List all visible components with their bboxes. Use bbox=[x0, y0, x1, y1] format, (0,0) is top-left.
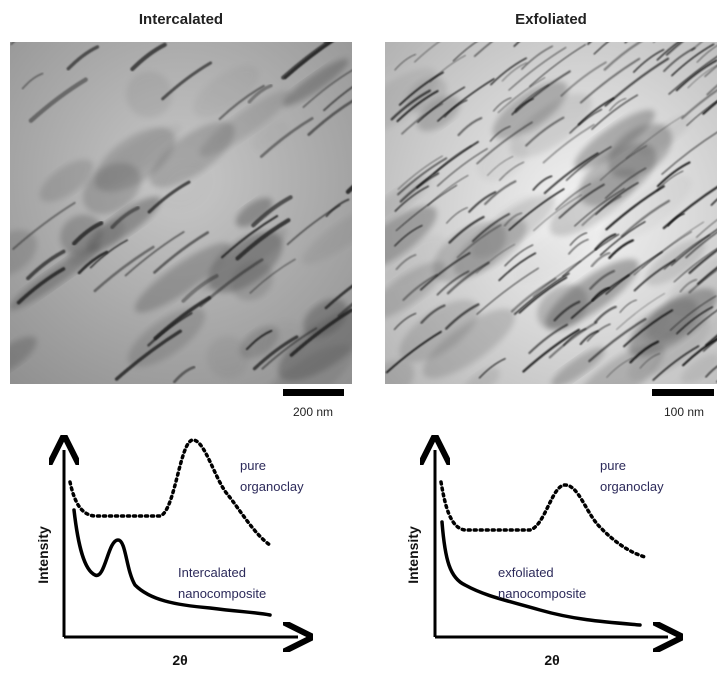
panel-title: Exfoliated bbox=[515, 11, 587, 28]
y-axis-label: Intensity bbox=[35, 526, 51, 584]
y-axis-label: Intensity bbox=[405, 526, 421, 584]
texture bbox=[348, 162, 387, 192]
panel-title: Intercalated bbox=[139, 11, 223, 28]
figure: Intercalated Exfoliated 200 nm 100 nm In… bbox=[0, 0, 717, 675]
x-axis-label: 2θ bbox=[544, 652, 559, 668]
scale-label: 200 nm bbox=[293, 405, 333, 419]
curve-label: Intercalated bbox=[178, 565, 246, 580]
texture bbox=[325, 26, 347, 43]
curve-label: pure bbox=[240, 458, 266, 473]
texture bbox=[11, 17, 47, 44]
curve-label: exfoliated bbox=[498, 565, 554, 580]
tem-image bbox=[0, 17, 387, 431]
texture bbox=[625, 18, 657, 42]
texture bbox=[588, 21, 618, 44]
texture bbox=[654, 4, 705, 42]
curve-label: nanocomposite bbox=[498, 586, 586, 601]
curve-label: organoclay bbox=[600, 479, 664, 494]
scale-bar bbox=[652, 389, 714, 396]
scale-label: 100 nm bbox=[664, 405, 704, 419]
curve-label: pure bbox=[600, 458, 626, 473]
curve-label: nanocomposite bbox=[178, 586, 266, 601]
tem-image bbox=[340, 0, 717, 423]
scale-bar bbox=[283, 389, 344, 396]
x-axis-label: 2θ bbox=[172, 652, 187, 668]
curve-label: organoclay bbox=[240, 479, 304, 494]
